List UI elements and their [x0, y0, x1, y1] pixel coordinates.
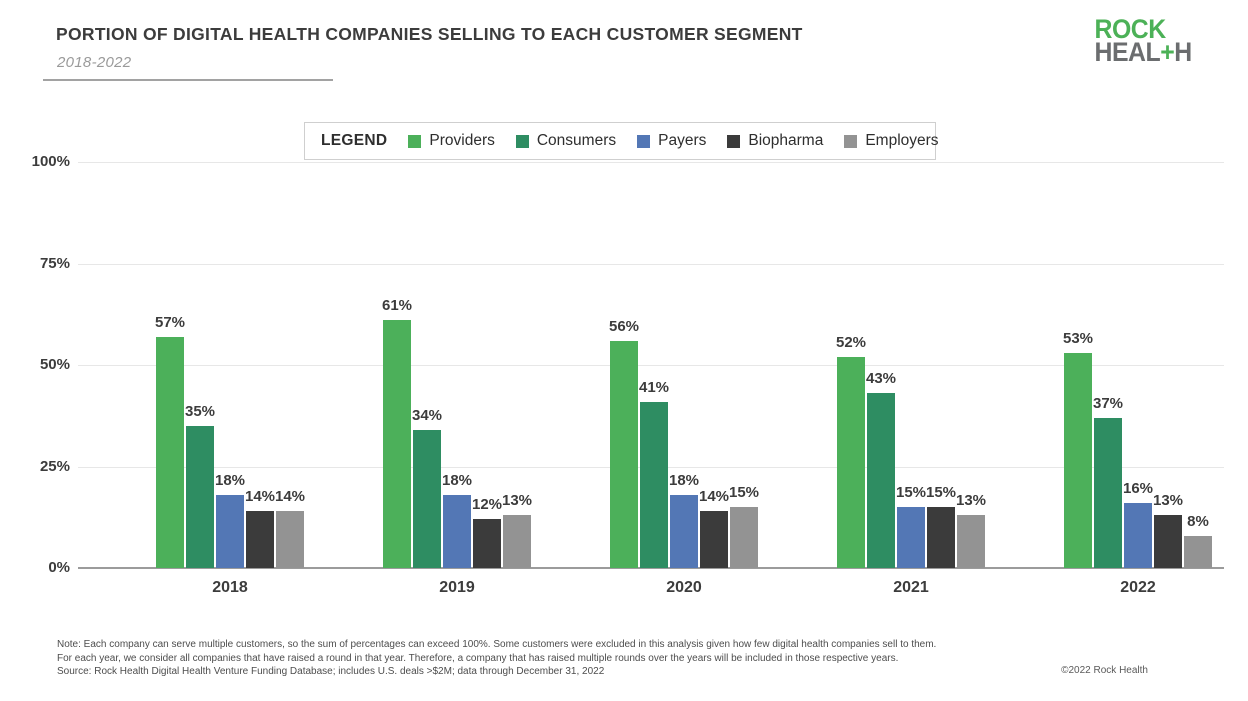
bar-value-label: 61%: [381, 297, 413, 315]
bar-consumers-2022: [1094, 417, 1122, 568]
bar-value-label: 8%: [1187, 512, 1209, 530]
logo-text-h: H: [1174, 37, 1193, 67]
chart-legend: LEGEND Providers Consumers Payers Biopharma…: [304, 122, 939, 160]
bar-consumers-2020: [640, 401, 668, 568]
bar-value-label: 15%: [728, 484, 760, 502]
bar-value-label: 14%: [274, 488, 306, 506]
bar-providers-2020: [610, 340, 638, 568]
legend-swatch-icon: [844, 134, 858, 148]
bar-value-label: 56%: [608, 317, 640, 335]
bar-employers-2022: [1184, 535, 1212, 568]
legend-swatch-icon: [408, 134, 422, 148]
legend-item-biopharma: Biopharma: [727, 132, 823, 150]
gridline-50%: [78, 365, 1224, 366]
legend-item-payers: Payers: [637, 132, 706, 150]
bar-providers-2022: [1064, 352, 1092, 568]
logo-plus-icon: +: [1160, 37, 1175, 67]
legend-item-label: Consumers: [536, 132, 617, 149]
bar-payers-2018: [216, 494, 244, 568]
logo-text-health: HEAL+H: [1095, 39, 1193, 66]
footnote-line: For each year, we consider all companies…: [57, 652, 899, 664]
bar-employers-2020: [730, 507, 758, 568]
legend-item-label: Employers: [865, 132, 939, 149]
y-axis-tick-label: 50%: [39, 356, 70, 373]
legend-item-label: Providers: [429, 132, 495, 149]
bar-consumers-2021: [867, 393, 895, 568]
bar-value-label: 15%: [925, 484, 957, 502]
y-axis-tick-label: 25%: [39, 457, 70, 475]
bar-employers-2021: [957, 515, 985, 568]
legend-swatch-icon: [637, 134, 651, 148]
bar-biopharma-2019: [473, 519, 501, 568]
y-axis-tick-label: 75%: [39, 254, 70, 272]
footnote-line: Source: Rock Health Digital Health Ventu…: [57, 666, 605, 677]
x-axis-label-2020: 2020: [666, 579, 702, 596]
x-axis-label-2021: 2021: [893, 579, 929, 596]
gridline-100%: [78, 162, 1224, 163]
bar-consumers-2018: [186, 425, 214, 568]
bar-value-label: 16%: [1122, 480, 1154, 498]
bar-payers-2022: [1124, 503, 1152, 568]
bar-value-label: 14%: [698, 488, 730, 506]
bar-value-label: 12%: [471, 496, 503, 514]
copyright: ©2022 Rock Health: [1061, 665, 1148, 676]
logo-text-heal: HEAL: [1094, 37, 1161, 67]
bar-value-label: 53%: [1062, 329, 1094, 347]
legend-swatch-icon: [727, 134, 741, 148]
bar-value-label: 18%: [668, 471, 700, 489]
legend-swatch-icon: [515, 134, 529, 148]
bar-consumers-2019: [413, 429, 441, 568]
bar-value-label: 14%: [244, 488, 276, 506]
bar-biopharma-2022: [1154, 515, 1182, 568]
rock-health-logo: ROCK HEAL+H: [1094, 14, 1193, 66]
bar-biopharma-2020: [700, 511, 728, 568]
bar-value-label: 13%: [955, 492, 987, 510]
bar-payers-2019: [443, 494, 471, 568]
bar-value-label: 18%: [214, 471, 246, 489]
bar-providers-2018: [156, 336, 184, 568]
bar-value-label: 41%: [638, 378, 670, 396]
bar-value-label: 52%: [835, 333, 867, 351]
title-underline: [43, 79, 333, 81]
bar-value-label: 13%: [501, 492, 533, 510]
legend-item-label: Payers: [658, 132, 707, 149]
x-axis-label-2019: 2019: [439, 579, 475, 596]
legend-item-label: Biopharma: [748, 132, 824, 149]
page-title: PORTION OF DIGITAL HEALTH COMPANIES SELL…: [56, 24, 803, 44]
bar-value-label: 35%: [184, 402, 216, 420]
logo-text-rock: ROCK: [1094, 14, 1167, 44]
bar-payers-2020: [670, 494, 698, 568]
y-axis-tick-label: 0%: [48, 559, 70, 576]
bar-value-label: 43%: [865, 370, 897, 388]
bar-providers-2021: [837, 356, 865, 568]
y-axis-tick-label: 100%: [31, 153, 70, 170]
bar-value-label: 57%: [154, 313, 186, 331]
bar-value-label: 37%: [1092, 394, 1124, 412]
x-axis-label-2022: 2022: [1120, 579, 1156, 596]
legend-item-employers: Employers: [844, 132, 939, 150]
legend-item-consumers: Consumers: [515, 132, 617, 150]
bar-value-label: 18%: [441, 471, 473, 489]
footnote-line: Note: Each company can serve multiple cu…: [57, 639, 937, 650]
legend-item-providers: Providers: [408, 132, 495, 150]
footnote: Note: Each company can serve multiple cu…: [57, 638, 936, 679]
bar-value-label: 15%: [895, 484, 927, 502]
bar-value-label: 13%: [1152, 492, 1184, 510]
bar-biopharma-2018: [246, 511, 274, 568]
legend-title: LEGEND: [321, 132, 388, 149]
x-axis-label-2018: 2018: [212, 579, 248, 596]
gridline-75%: [78, 263, 1224, 265]
bar-employers-2018: [276, 511, 304, 568]
bar-biopharma-2021: [927, 507, 955, 568]
bar-providers-2019: [383, 320, 411, 568]
gridline-0%: [78, 567, 1224, 569]
bar-value-label: 34%: [411, 406, 443, 424]
bar-payers-2021: [897, 507, 925, 568]
bar-employers-2019: [503, 515, 531, 568]
page-subtitle: 2018-2022: [57, 54, 132, 71]
